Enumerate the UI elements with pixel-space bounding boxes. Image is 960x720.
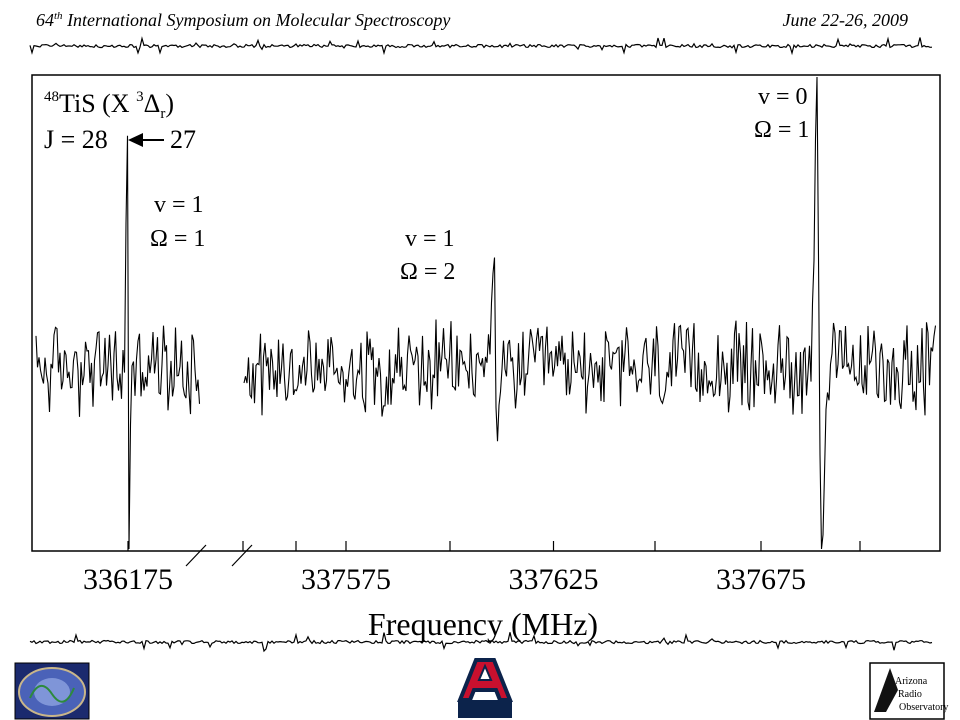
- transition-upper: J = 28: [44, 125, 108, 154]
- conference-title: 64th International Symposium on Molecula…: [36, 10, 450, 31]
- conference-name: International Symposium on Molecular Spe…: [67, 10, 451, 30]
- conference-ordinal: 64: [36, 10, 54, 30]
- plot-frame: [31, 74, 941, 552]
- line3-v-label: v = 0: [758, 84, 808, 110]
- x-axis-title: Frequency (MHz): [368, 606, 598, 642]
- transition-arrow-head: [128, 133, 143, 147]
- footer-divider: [29, 632, 933, 653]
- line1-omega-label: Ω = 1: [150, 226, 205, 252]
- species-close-paren: ): [165, 89, 174, 118]
- species-state-symbol: Δ: [144, 89, 161, 118]
- aro-line2: Radio: [898, 689, 922, 700]
- x-tick-label: 337575: [301, 563, 391, 596]
- line3-omega-label: Ω = 1: [754, 117, 809, 143]
- spectrum-traces: [35, 76, 937, 550]
- x-tick-label: 336175: [83, 563, 173, 596]
- line2-v-label: v = 1: [405, 226, 455, 252]
- symposium-logo: [14, 662, 90, 720]
- species-state-subscript: r: [160, 106, 165, 122]
- line2-omega-label: Ω = 2: [400, 259, 455, 285]
- transition-lower: 27: [170, 125, 196, 154]
- line1-v-label: v = 1: [154, 192, 204, 218]
- aro-line3: Observatory: [899, 702, 948, 713]
- x-axis-tick-labels: 336175 337575 337625 337675: [83, 563, 806, 596]
- arizona-radio-observatory-logo: Arizona Radio Observatory: [869, 662, 948, 720]
- spectrum-trace-right: [243, 76, 937, 550]
- spectrum-trace-left: [35, 135, 201, 550]
- axis-break-mark: [185, 544, 207, 567]
- axis-break-mark: [231, 544, 253, 567]
- x-tick-label: 337675: [716, 563, 806, 596]
- species-isotope: 48: [44, 89, 59, 105]
- university-of-arizona-logo: [457, 658, 513, 718]
- conference-dates: June 22-26, 2009: [782, 10, 908, 30]
- species-label: 48TiS (X 3Δr): [44, 89, 174, 122]
- header-divider: [29, 36, 933, 56]
- conference-ordinal-suffix: th: [54, 10, 63, 22]
- species-multiplicity: 3: [136, 89, 144, 105]
- species-molecule: TiS (X: [59, 89, 136, 118]
- x-tick-label: 337625: [509, 563, 599, 596]
- aro-line1: Arizona: [895, 676, 928, 687]
- x-axis-ticks: [127, 541, 861, 551]
